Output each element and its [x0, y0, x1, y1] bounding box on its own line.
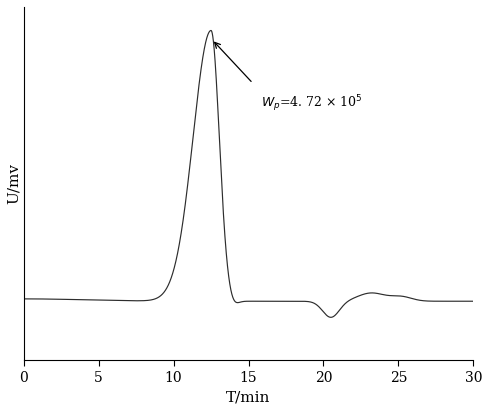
Text: $W_p$=4. 72 × 10$^5$: $W_p$=4. 72 × 10$^5$ — [260, 94, 362, 114]
Y-axis label: U/mv: U/mv — [7, 163, 21, 204]
X-axis label: T/min: T/min — [226, 390, 270, 404]
